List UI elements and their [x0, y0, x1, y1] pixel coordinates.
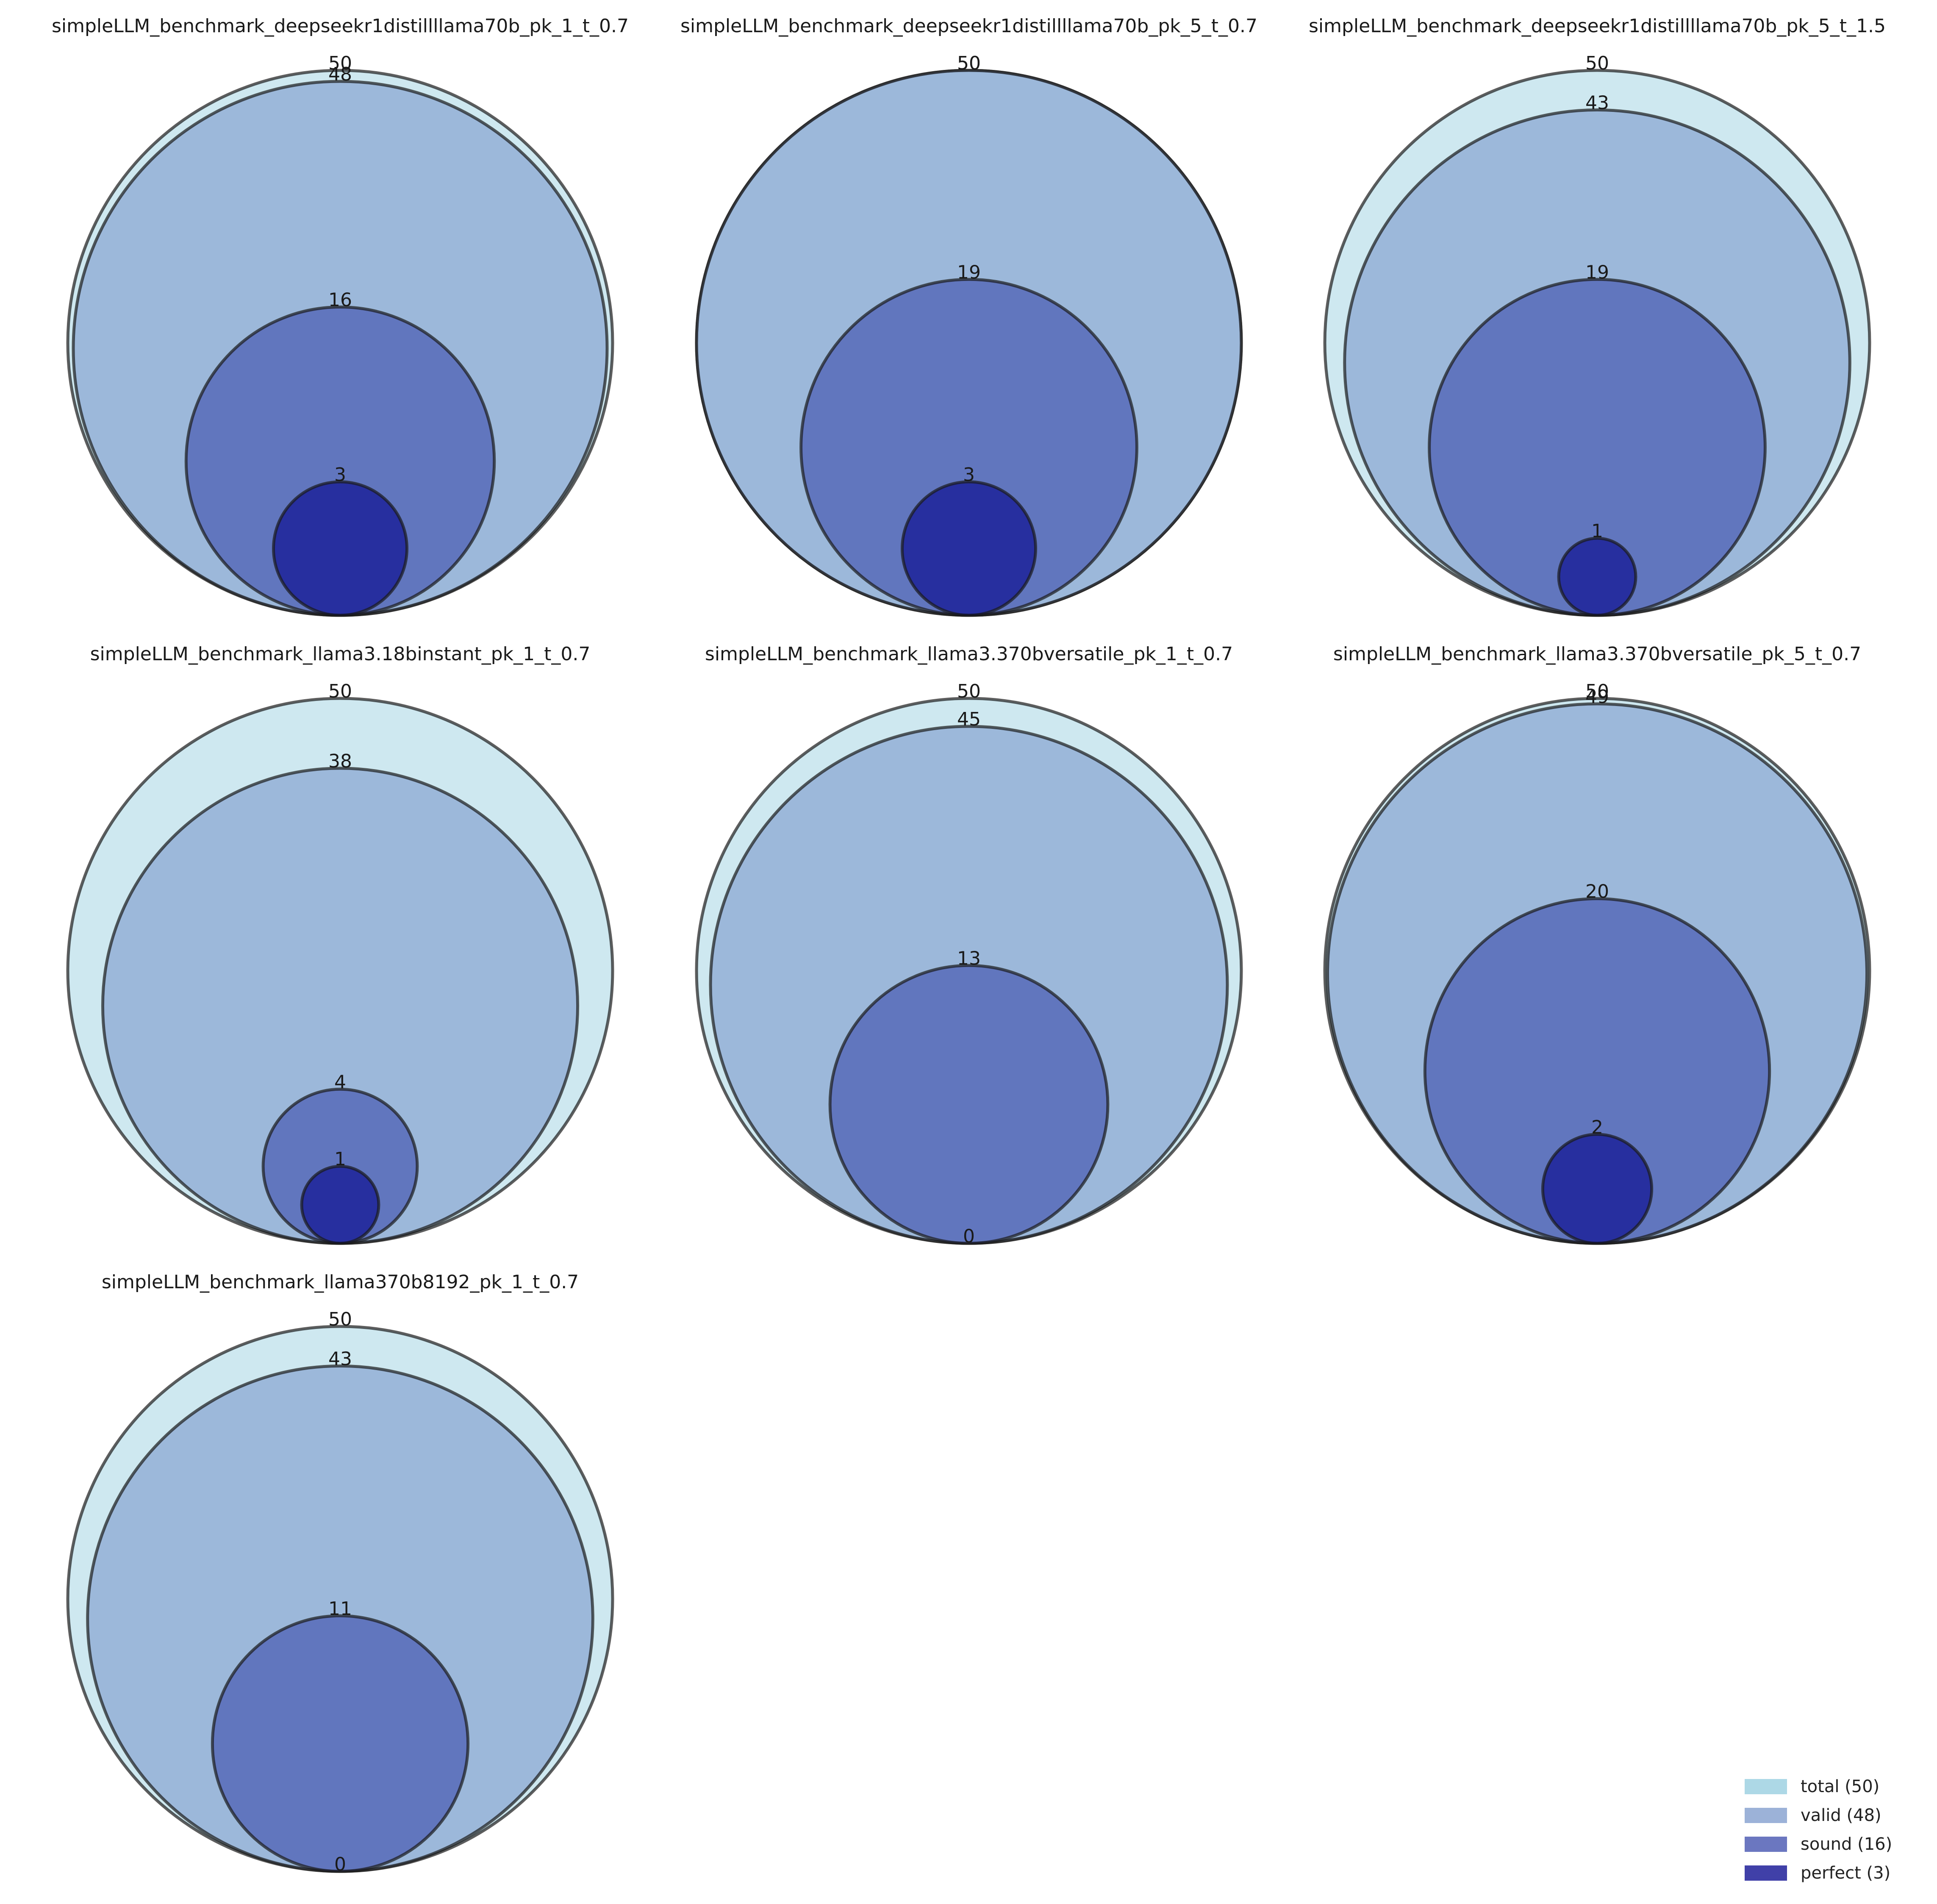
legend-label-total: total (50) — [1801, 1777, 1879, 1796]
legend-label-sound: sound (16) — [1801, 1835, 1892, 1854]
perfect-count-label: 0 — [963, 1226, 975, 1247]
legend-item-perfect: perfect (3) — [1745, 1863, 1890, 1883]
perfect-count-label: 3 — [963, 464, 975, 486]
sound-count-label: 11 — [328, 1598, 352, 1620]
valid-count-label: 49 — [1585, 686, 1609, 708]
panels: simpleLLM_benchmark_deepseekr1distilllla… — [52, 15, 1886, 1875]
panel-title: simpleLLM_benchmark_deepseekr1distilllla… — [680, 15, 1257, 37]
panel-title: simpleLLM_benchmark_deepseekr1distilllla… — [1309, 15, 1886, 37]
legend-item-sound: sound (16) — [1745, 1835, 1892, 1854]
total-count-label: 50 — [328, 53, 352, 74]
perfect-circle — [1541, 1133, 1654, 1245]
panel-5: simpleLLM_benchmark_llama3.370bversatile… — [695, 643, 1243, 1247]
perfect-count-label: 2 — [1591, 1117, 1603, 1138]
legend-swatch-total — [1745, 1779, 1787, 1794]
valid-count-label: 43 — [1585, 92, 1609, 114]
legend-item-total: total (50) — [1745, 1777, 1879, 1796]
legend-label-valid: valid (48) — [1801, 1806, 1881, 1825]
valid-count-label: 50 — [957, 53, 981, 74]
panel-title: simpleLLM_benchmark_deepseekr1distilllla… — [52, 15, 629, 37]
valid-count-label: 48 — [328, 64, 352, 85]
perfect-circle — [300, 1165, 380, 1245]
legend-swatch-perfect — [1745, 1865, 1787, 1881]
total-count-label: 50 — [957, 53, 981, 74]
perfect-circle — [1557, 536, 1637, 617]
sound-count-label: 20 — [1585, 881, 1609, 903]
sound-count-label: 19 — [1585, 261, 1609, 283]
legend-item-valid: valid (48) — [1745, 1806, 1881, 1825]
panel-title: simpleLLM_benchmark_llama3.370bversatile… — [705, 643, 1233, 665]
panel-title: simpleLLM_benchmark_llama3.18binstant_pk… — [90, 643, 591, 665]
panel-7: simpleLLM_benchmark_llama370b8192_pk_1_t… — [66, 1271, 614, 1875]
total-count-label: 50 — [328, 681, 352, 702]
panel-title: simpleLLM_benchmark_llama370b8192_pk_1_t… — [102, 1271, 579, 1293]
perfect-circle — [900, 480, 1038, 617]
perfect-count-label: 1 — [1591, 520, 1603, 542]
total-count-label: 50 — [328, 1309, 352, 1330]
valid-count-label: 45 — [957, 709, 981, 730]
perfect-count-label: 1 — [334, 1148, 346, 1170]
sound-count-label: 13 — [957, 948, 981, 969]
panel-1: simpleLLM_benchmark_deepseekr1distilllla… — [52, 15, 629, 617]
total-count-label: 50 — [1585, 681, 1609, 702]
sound-circle — [828, 964, 1110, 1245]
panel-title: simpleLLM_benchmark_llama3.370bversatile… — [1333, 643, 1861, 665]
sound-circle — [211, 1614, 470, 1873]
perfect-count-label: 3 — [334, 464, 346, 486]
valid-count-label: 38 — [328, 750, 352, 772]
legend: total (50) valid (48) sound (16) perfect (3… — [1745, 1777, 1892, 1883]
perfect-circle — [272, 480, 409, 617]
total-count-label: 50 — [1585, 53, 1609, 74]
panel-3: simpleLLM_benchmark_deepseekr1distilllla… — [1309, 15, 1886, 617]
legend-swatch-sound — [1745, 1837, 1787, 1852]
total-count-label: 50 — [957, 681, 981, 702]
sound-count-label: 19 — [957, 261, 981, 283]
legend-label-perfect: perfect (3) — [1801, 1863, 1890, 1883]
panel-6: simpleLLM_benchmark_llama3.370bversatile… — [1323, 643, 1871, 1245]
perfect-count-label: 0 — [334, 1854, 346, 1875]
legend-swatch-valid — [1745, 1808, 1787, 1823]
sound-count-label: 16 — [328, 289, 352, 311]
sound-count-label: 4 — [334, 1071, 346, 1093]
panel-4: simpleLLM_benchmark_llama3.18binstant_pk… — [66, 643, 614, 1245]
valid-count-label: 43 — [328, 1348, 352, 1370]
panel-2: simpleLLM_benchmark_deepseekr1distilllla… — [680, 15, 1257, 617]
